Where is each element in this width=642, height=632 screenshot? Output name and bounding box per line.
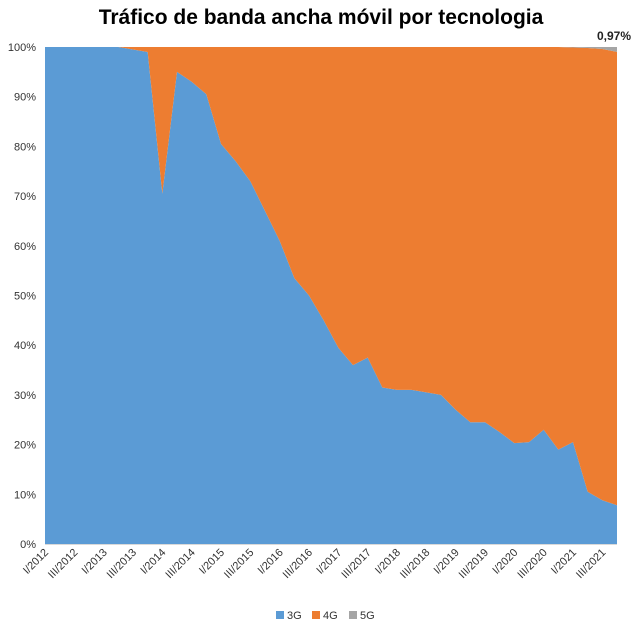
legend-swatch-5g bbox=[349, 611, 357, 619]
legend: 3G 4G 5G bbox=[276, 610, 375, 622]
legend-label-4g: 4G bbox=[323, 610, 338, 622]
y-tick-label: 80% bbox=[14, 141, 36, 153]
y-tick-label: 40% bbox=[14, 340, 36, 352]
y-tick-label: 50% bbox=[14, 291, 36, 303]
y-tick-label: 20% bbox=[14, 440, 36, 452]
y-tick-label: 60% bbox=[14, 241, 36, 253]
legend-swatch-4g bbox=[312, 611, 320, 619]
legend-label-3g: 3G bbox=[287, 610, 302, 622]
x-tick-label: III/2013 bbox=[105, 547, 139, 581]
x-tick-label: III/2015 bbox=[222, 547, 256, 581]
x-tick-label: III/2014 bbox=[163, 547, 197, 581]
annotation-5g-share: 0,97% bbox=[597, 29, 631, 43]
y-tick-label: 90% bbox=[14, 92, 36, 104]
x-tick-label: III/2020 bbox=[515, 547, 549, 581]
series-area-3g bbox=[45, 47, 617, 544]
y-tick-label: 100% bbox=[8, 42, 36, 54]
y-axis: 0% 10% 20% 30% 40% 50% 60% 70% 80% 90% 100% bbox=[8, 42, 36, 551]
y-tick-label: 10% bbox=[14, 489, 36, 501]
x-tick-label: III/2017 bbox=[339, 547, 373, 581]
plot-area bbox=[45, 47, 617, 544]
chart-title: Tráfico de banda ancha móvil por tecnolo… bbox=[98, 6, 544, 29]
series-area-4g bbox=[45, 47, 617, 506]
x-tick-label: III/2016 bbox=[281, 547, 315, 581]
y-tick-label: 70% bbox=[14, 191, 36, 203]
legend-label-5g: 5G bbox=[360, 610, 375, 622]
y-tick-label: 0% bbox=[20, 539, 36, 551]
x-tick-label: III/2012 bbox=[46, 547, 80, 581]
legend-swatch-3g bbox=[276, 611, 284, 619]
x-tick-label: III/2019 bbox=[457, 547, 491, 581]
x-tick-label: III/2018 bbox=[398, 547, 432, 581]
y-tick-label: 30% bbox=[14, 390, 36, 402]
x-tick-label: III/2021 bbox=[574, 547, 608, 581]
